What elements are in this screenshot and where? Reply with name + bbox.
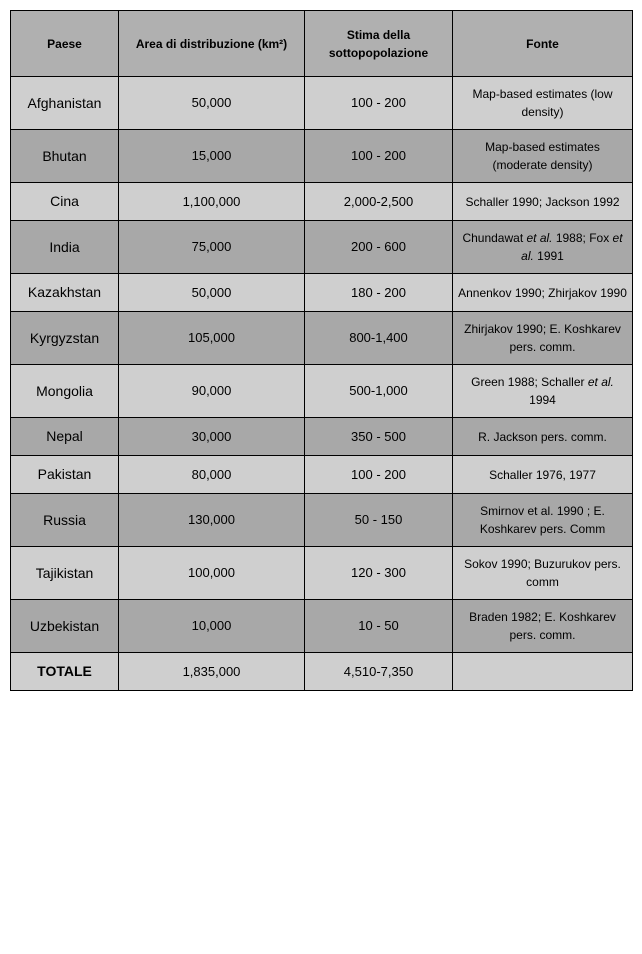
cell-paese: Cina [11,183,119,221]
cell-fonte: Chundawat et al. 1988; Fox et al. 1991 [453,221,633,274]
cell-paese: Afghanistan [11,77,119,130]
table-row: Mongolia90,000500-1,000Green 1988; Schal… [11,365,633,418]
cell-area: 1,100,000 [119,183,305,221]
cell-fonte: Green 1988; Schaller et al. 1994 [453,365,633,418]
table-row: Afghanistan50,000100 - 200Map-based esti… [11,77,633,130]
cell-paese: Kazakhstan [11,274,119,312]
cell-fonte: Map-based estimates (moderate density) [453,130,633,183]
cell-stima: 180 - 200 [305,274,453,312]
cell-paese: Mongolia [11,365,119,418]
cell-area: 100,000 [119,547,305,600]
cell-paese: Uzbekistan [11,600,119,653]
cell-area: 50,000 [119,274,305,312]
table-row: Bhutan15,000100 - 200Map-based estimates… [11,130,633,183]
cell-fonte: Schaller 1990; Jackson 1992 [453,183,633,221]
cell-fonte: Smirnov et al. 1990 ; E. Koshkarev pers.… [453,494,633,547]
cell-stima: 10 - 50 [305,600,453,653]
cell-stima: 100 - 200 [305,77,453,130]
total-fonte [453,653,633,691]
cell-fonte: Map-based estimates (low density) [453,77,633,130]
table-row: Cina1,100,0002,000-2,500Schaller 1990; J… [11,183,633,221]
total-stima: 4,510-7,350 [305,653,453,691]
cell-area: 30,000 [119,418,305,456]
table-row: Tajikistan100,000120 - 300Sokov 1990; Bu… [11,547,633,600]
table-row: Pakistan80,000100 - 200Schaller 1976, 19… [11,456,633,494]
table-row: India75,000200 - 600Chundawat et al. 198… [11,221,633,274]
cell-fonte: Zhirjakov 1990; E. Koshkarev pers. comm. [453,312,633,365]
cell-area: 105,000 [119,312,305,365]
table-row: Uzbekistan10,00010 - 50Braden 1982; E. K… [11,600,633,653]
cell-fonte: Annenkov 1990; Zhirjakov 1990 [453,274,633,312]
cell-area: 80,000 [119,456,305,494]
table-body: Afghanistan50,000100 - 200Map-based esti… [11,77,633,691]
cell-area: 75,000 [119,221,305,274]
cell-paese: India [11,221,119,274]
col-header-paese: Paese [11,11,119,77]
header-row: Paese Area di distribuzione (km²) Stima … [11,11,633,77]
cell-fonte: Braden 1982; E. Koshkarev pers. comm. [453,600,633,653]
cell-stima: 50 - 150 [305,494,453,547]
table-row: Kazakhstan50,000180 - 200Annenkov 1990; … [11,274,633,312]
cell-paese: Kyrgyzstan [11,312,119,365]
data-table: Paese Area di distribuzione (km²) Stima … [10,10,633,691]
cell-paese: Russia [11,494,119,547]
cell-stima: 120 - 300 [305,547,453,600]
table-row: Nepal30,000350 - 500R. Jackson pers. com… [11,418,633,456]
cell-fonte: Schaller 1976, 1977 [453,456,633,494]
table-row: Kyrgyzstan105,000800-1,400Zhirjakov 1990… [11,312,633,365]
cell-area: 50,000 [119,77,305,130]
cell-stima: 350 - 500 [305,418,453,456]
col-header-area: Area di distribuzione (km²) [119,11,305,77]
cell-stima: 100 - 200 [305,456,453,494]
cell-stima: 100 - 200 [305,130,453,183]
total-area: 1,835,000 [119,653,305,691]
cell-fonte: Sokov 1990; Buzurukov pers. comm [453,547,633,600]
cell-paese: Tajikistan [11,547,119,600]
cell-stima: 2,000-2,500 [305,183,453,221]
cell-area: 15,000 [119,130,305,183]
col-header-stima: Stima della sottopopolazione [305,11,453,77]
cell-area: 90,000 [119,365,305,418]
cell-stima: 200 - 600 [305,221,453,274]
cell-stima: 500-1,000 [305,365,453,418]
cell-paese: Pakistan [11,456,119,494]
cell-fonte: R. Jackson pers. comm. [453,418,633,456]
col-header-fonte: Fonte [453,11,633,77]
total-label: TOTALE [11,653,119,691]
cell-paese: Bhutan [11,130,119,183]
table-row: Russia130,00050 - 150Smirnov et al. 1990… [11,494,633,547]
cell-area: 10,000 [119,600,305,653]
total-row: TOTALE1,835,0004,510-7,350 [11,653,633,691]
cell-area: 130,000 [119,494,305,547]
cell-paese: Nepal [11,418,119,456]
cell-stima: 800-1,400 [305,312,453,365]
